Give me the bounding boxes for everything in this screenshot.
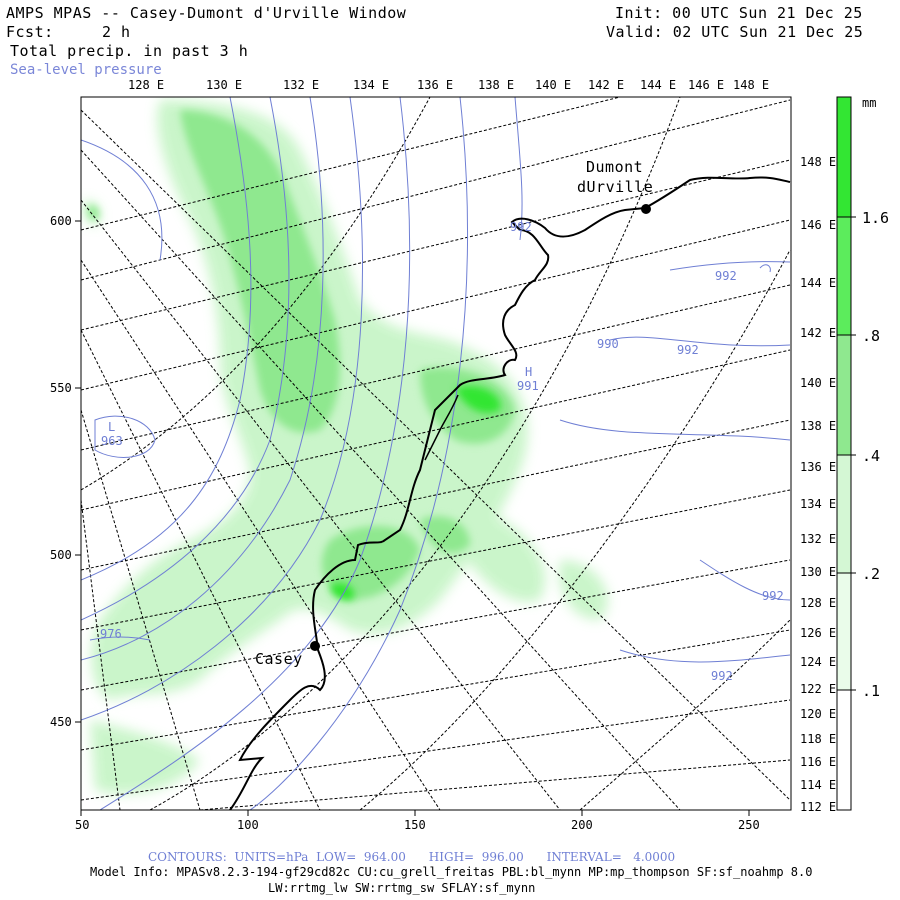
dumont-durville-marker bbox=[641, 204, 651, 214]
right-lon-label: 132 E bbox=[800, 532, 837, 546]
colorbar-label: .2 bbox=[862, 565, 881, 583]
right-lon-label: 140 E bbox=[800, 376, 837, 390]
map-frame bbox=[80, 96, 792, 811]
right-lon-label: 136 E bbox=[800, 460, 837, 474]
colorbar-label: .1 bbox=[862, 682, 881, 700]
right-lon-label: 146 E bbox=[800, 218, 837, 232]
precip-medium-area bbox=[88, 110, 515, 600]
y-axis-label: 450 bbox=[50, 715, 72, 729]
top-lon-label: 130 E bbox=[206, 78, 243, 92]
top-lon-label: 136 E bbox=[417, 78, 454, 92]
station-label-durville: dUrville bbox=[577, 178, 654, 196]
top-lon-label: 148 E bbox=[733, 78, 770, 92]
top-lon-label: 142 E bbox=[588, 78, 625, 92]
casey-marker bbox=[310, 641, 320, 651]
top-lon-label: 132 E bbox=[283, 78, 320, 92]
colorbar bbox=[836, 96, 856, 811]
x-axis-label: 200 bbox=[571, 818, 593, 832]
model-info: Model Info: MPASv8.2.3-194-gf29cd82c CU:… bbox=[90, 865, 813, 879]
right-lon-label: 144 E bbox=[800, 276, 837, 290]
top-lon-label: 144 E bbox=[640, 78, 677, 92]
pressure-label: 992 bbox=[715, 269, 737, 283]
lat-lon-grid bbox=[81, 97, 791, 810]
right-lon-label: 116 E bbox=[800, 755, 837, 769]
pressure-label: 992 bbox=[711, 669, 733, 683]
colorbar-label: 1.6 bbox=[862, 209, 890, 227]
right-lon-label: 120 E bbox=[800, 707, 837, 721]
pressure-label: 992 bbox=[762, 589, 784, 603]
x-axis-label: 50 bbox=[75, 818, 90, 832]
right-lon-label: 114 E bbox=[800, 778, 837, 792]
pressure-label: 991 bbox=[517, 379, 539, 393]
field-name: Total precip. in past 3 h bbox=[10, 42, 249, 60]
precip-light-area bbox=[83, 100, 608, 794]
colorbar-unit: mm bbox=[862, 96, 877, 110]
colorbar-label: .8 bbox=[862, 327, 881, 345]
right-lon-label: 130 E bbox=[800, 565, 837, 579]
top-lon-label: 146 E bbox=[688, 78, 725, 92]
right-lon-label: 122 E bbox=[800, 682, 837, 696]
top-lon-label: 128 E bbox=[128, 78, 165, 92]
top-lon-label: 140 E bbox=[535, 78, 572, 92]
init-time: Init: 00 UTC Sun 21 Dec 25 bbox=[615, 4, 863, 22]
pressure-contours bbox=[81, 97, 791, 810]
right-lon-label: 128 E bbox=[800, 596, 837, 610]
right-lon-label: 134 E bbox=[800, 497, 837, 511]
colorbar-label: .4 bbox=[862, 447, 881, 465]
coastline bbox=[229, 176, 791, 810]
map-title: AMPS MPAS -- Casey-Dumont d'Urville Wind… bbox=[6, 4, 407, 22]
high-marker: H bbox=[525, 365, 533, 379]
y-axis-label: 500 bbox=[50, 548, 72, 562]
low-marker: L bbox=[108, 420, 116, 434]
station-label-casey: Casey bbox=[255, 650, 303, 668]
station-label-dumont: Dumont bbox=[586, 158, 644, 176]
x-axis-label: 100 bbox=[237, 818, 259, 832]
pressure-label: 992 bbox=[677, 343, 699, 357]
valid-time: Valid: 02 UTC Sun 21 Dec 25 bbox=[606, 23, 864, 41]
right-lon-label: 124 E bbox=[800, 655, 837, 669]
y-axis-label: 600 bbox=[50, 214, 72, 228]
right-lon-label: 148 E bbox=[800, 155, 837, 169]
x-axis-label: 250 bbox=[738, 818, 760, 832]
contours-info: CONTOURS: UNITS=hPa LOW= 964.00 HIGH= 99… bbox=[148, 850, 676, 864]
pressure-label: 992 bbox=[510, 220, 532, 234]
x-axis-ticks bbox=[80, 810, 750, 816]
right-lon-label: 138 E bbox=[800, 419, 837, 433]
overlay-name: Sea-level pressure bbox=[10, 62, 162, 78]
top-lon-label: 138 E bbox=[478, 78, 515, 92]
model-info-line2: LW:rrtmg_lw SW:rrtmg_sw SFLAY:sf_mynn bbox=[268, 881, 536, 895]
forecast-label: Fcst: bbox=[6, 23, 54, 41]
pressure-label: 976 bbox=[100, 627, 122, 641]
top-lon-label: 134 E bbox=[353, 78, 390, 92]
forecast-value: 2 h bbox=[102, 23, 131, 41]
pressure-label: 990 bbox=[597, 337, 619, 351]
x-axis-label: 150 bbox=[404, 818, 426, 832]
right-lon-label: 118 E bbox=[800, 732, 837, 746]
right-lon-label: 126 E bbox=[800, 626, 837, 640]
y-axis-ticks bbox=[75, 220, 81, 723]
y-axis-label: 550 bbox=[50, 381, 72, 395]
right-lon-label: 142 E bbox=[800, 326, 837, 340]
right-lon-label: 112 E bbox=[800, 800, 837, 814]
coastline-inlet bbox=[424, 394, 459, 461]
pressure-label: 963 bbox=[101, 434, 123, 448]
precip-heavy-area bbox=[330, 385, 501, 601]
